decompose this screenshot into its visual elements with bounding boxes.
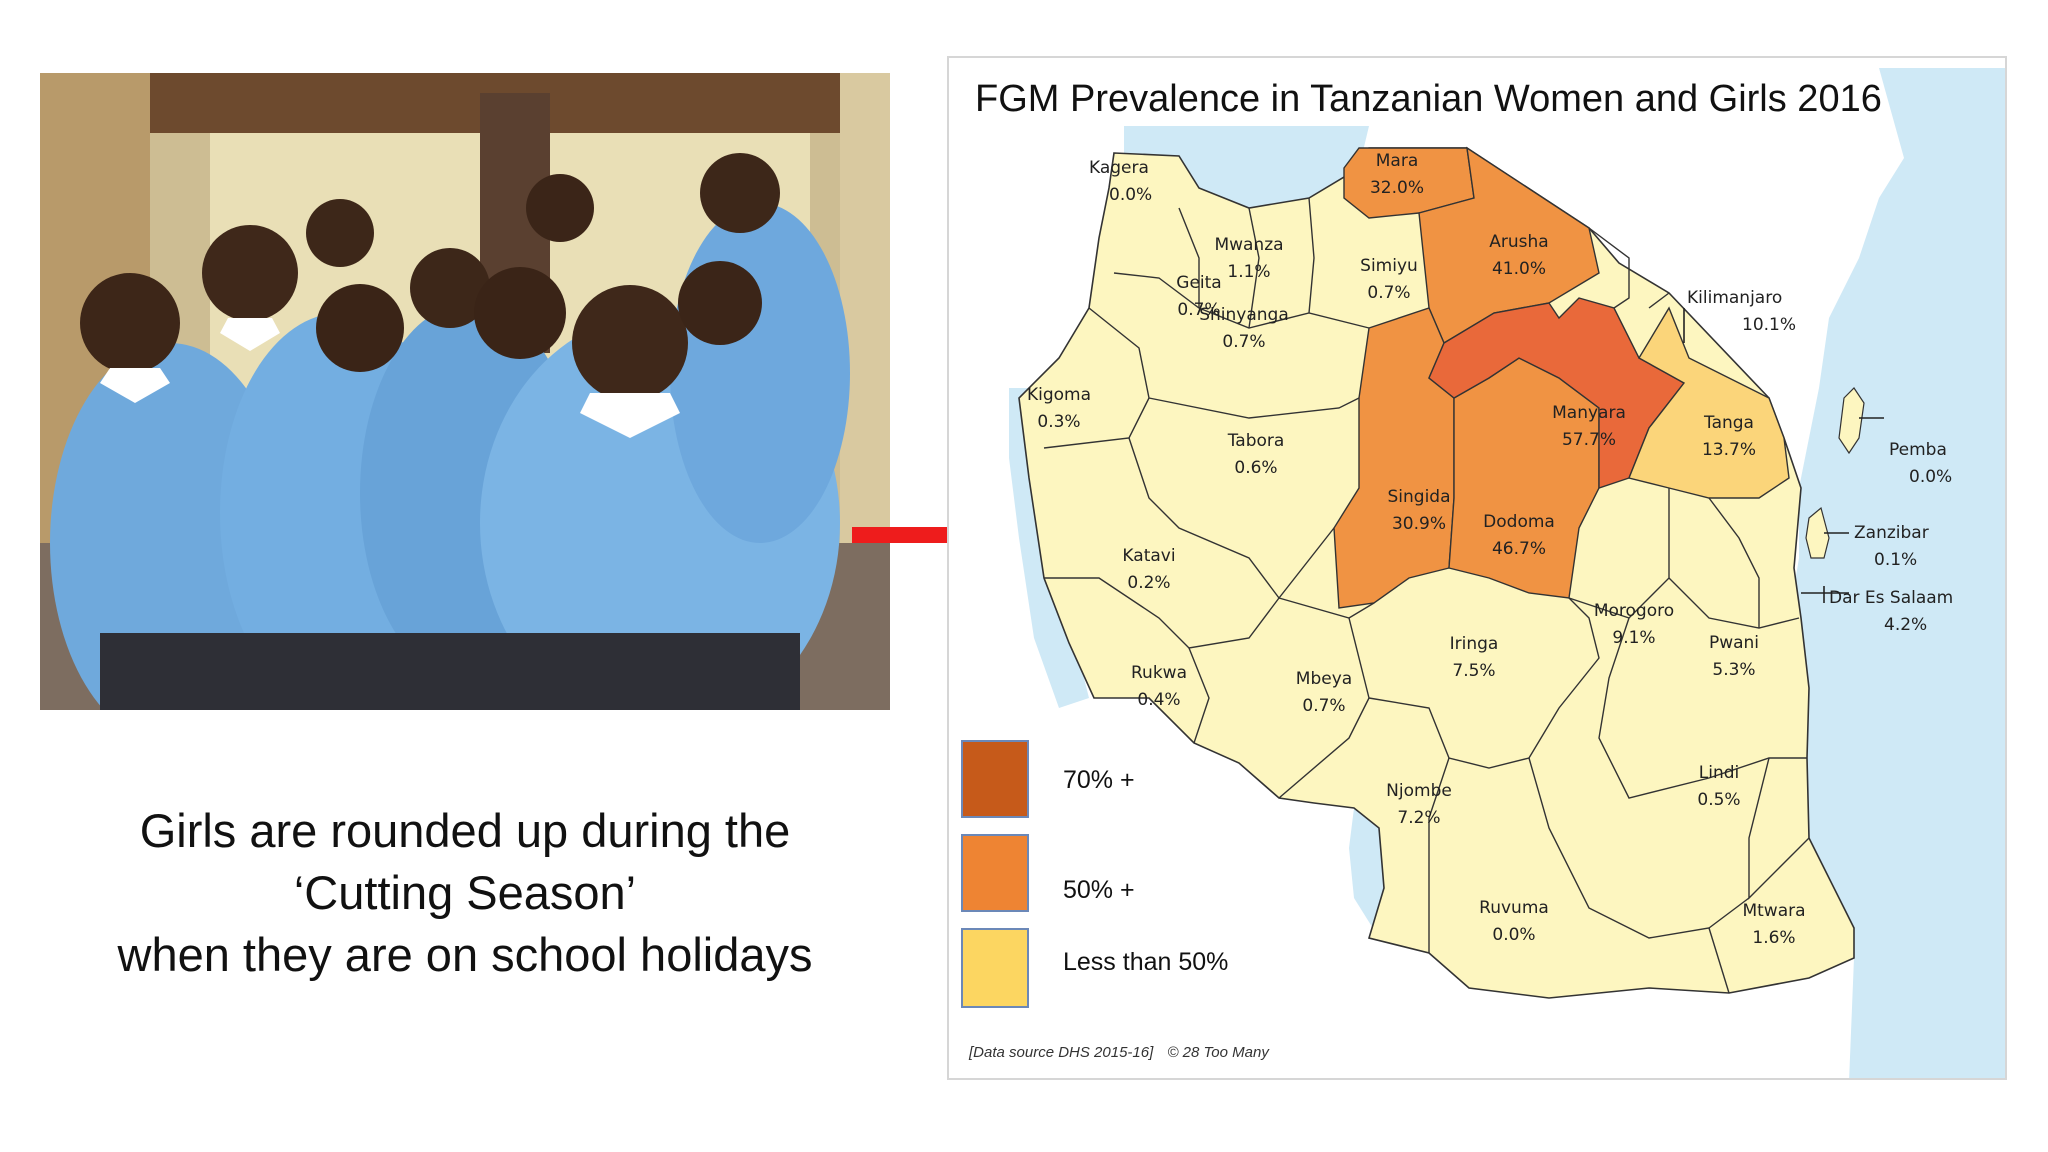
- region-name-iringa: Iringa: [1450, 634, 1499, 654]
- fgm-map-panel: Kagera 0.0% Mara 32.0% Mwanza 1.1% Simiyu 0.7% G…: [947, 56, 2007, 1080]
- region-value-zanzibar: 0.1%: [1874, 550, 1917, 570]
- legend-label-less-50: Less than 50%: [1063, 948, 1229, 976]
- indian-ocean: [1789, 68, 2005, 1078]
- region-name-katavi: Katavi: [1122, 546, 1175, 566]
- region-name-dodoma: Dodoma: [1483, 512, 1555, 532]
- region-name-kigoma: Kigoma: [1027, 385, 1091, 405]
- data-source-text: [Data source DHS 2015-16]: [969, 1044, 1154, 1061]
- schoolgirls-photo: [40, 73, 890, 710]
- region-value-kilimanjaro: 10.1%: [1742, 315, 1796, 335]
- region-name-rukwa: Rukwa: [1131, 663, 1187, 683]
- caption-line-3: when they are on school holidays: [117, 928, 813, 981]
- region-name-lindi: Lindi: [1699, 763, 1739, 783]
- region-name-kagera: Kagera: [1089, 158, 1149, 178]
- region-name-ruvuma: Ruvuma: [1479, 898, 1549, 918]
- region-value-simiyu: 0.7%: [1367, 283, 1410, 303]
- caption-line-1: Girls are rounded up during the: [139, 804, 791, 857]
- region-value-kagera: 0.0%: [1109, 185, 1152, 205]
- region-name-morogoro: Morogoro: [1594, 601, 1674, 621]
- region-name-njombe: Njombe: [1386, 781, 1452, 801]
- region-name-mtwara: Mtwara: [1742, 901, 1805, 921]
- region-value-pwani: 5.3%: [1712, 660, 1755, 680]
- region-name-mbeya: Mbeya: [1296, 669, 1352, 689]
- legend-swatch-50: [961, 834, 1029, 912]
- photo-caption: Girls are rounded up during the ‘Cutting…: [40, 800, 890, 986]
- region-name-mara: Mara: [1376, 151, 1419, 171]
- copyright-text: © 28 Too Many: [1167, 1044, 1269, 1061]
- map-title: FGM Prevalence in Tanzanian Women and Gi…: [975, 78, 1882, 120]
- region-value-manyara: 57.7%: [1562, 430, 1616, 450]
- region-value-arusha: 41.0%: [1492, 259, 1546, 279]
- region-name-tanga: Tanga: [1703, 413, 1754, 433]
- region-value-tanga: 13.7%: [1702, 440, 1756, 460]
- region-value-njombe: 7.2%: [1397, 808, 1440, 828]
- region-value-morogoro: 9.1%: [1612, 628, 1655, 648]
- region-boundaries: [1043, 197, 1810, 994]
- region-value-lindi: 0.5%: [1697, 790, 1740, 810]
- region-value-shinyanga: 0.7%: [1222, 332, 1265, 352]
- region-name-pemba: Pemba: [1889, 440, 1947, 460]
- region-value-singida: 30.9%: [1392, 514, 1446, 534]
- legend-swatch-less-50: [961, 928, 1029, 1008]
- leader-lines: [1683, 308, 1884, 603]
- region-value-dar-es-salaam: 4.2%: [1884, 615, 1927, 635]
- zanzibar-island: [1805, 506, 1830, 559]
- tanzania-map: Kagera 0.0% Mara 32.0% Mwanza 1.1% Simiyu 0.7% G…: [1009, 68, 2005, 1078]
- region-labels: Kagera 0.0% Mara 32.0% Mwanza 1.1% Simiyu 0.7% G…: [1027, 151, 1953, 948]
- region-name-mwanza: Mwanza: [1214, 235, 1283, 255]
- region-value-katavi: 0.2%: [1127, 573, 1170, 593]
- region-name-shinyanga: Shinyanga: [1199, 305, 1289, 325]
- region-value-mara: 32.0%: [1370, 178, 1424, 198]
- region-name-simiyu: Simiyu: [1360, 256, 1418, 276]
- legend-label-50: 50% +: [1063, 876, 1135, 904]
- region-name-kilimanjaro: Kilimanjaro: [1687, 288, 1782, 308]
- region-value-rukwa: 0.4%: [1137, 690, 1180, 710]
- region-name-manyara: Manyara: [1552, 403, 1626, 423]
- region-name-pwani: Pwani: [1709, 633, 1759, 653]
- data-source-note: [Data source DHS 2015-16] © 28 Too Many: [969, 1044, 1279, 1061]
- region-name-singida: Singida: [1387, 487, 1450, 507]
- region-value-dodoma: 46.7%: [1492, 539, 1546, 559]
- region-name-arusha: Arusha: [1489, 232, 1548, 252]
- region-value-tabora: 0.6%: [1234, 458, 1277, 478]
- region-value-geita: 0.7%: [1177, 300, 1220, 320]
- pemba-island: [1838, 387, 1865, 455]
- legend-label-70: 70% +: [1063, 766, 1135, 794]
- region-name-tabora: Tabora: [1227, 431, 1285, 451]
- region-value-iringa: 7.5%: [1452, 661, 1495, 681]
- region-name-dar-es-salaam: Dar Es Salaam: [1829, 588, 1953, 608]
- region-value-mwanza: 1.1%: [1227, 262, 1270, 282]
- region-value-kigoma: 0.3%: [1037, 412, 1080, 432]
- region-name-zanzibar: Zanzibar: [1854, 523, 1929, 543]
- region-name-geita: Geita: [1176, 273, 1221, 293]
- region-tanga: [1628, 306, 1790, 499]
- caption-line-2: ‘Cutting Season’: [293, 866, 637, 919]
- region-value-pemba: 0.0%: [1909, 467, 1952, 487]
- region-value-mtwara: 1.6%: [1752, 928, 1795, 948]
- region-value-mbeya: 0.7%: [1302, 696, 1345, 716]
- region-value-ruvuma: 0.0%: [1492, 925, 1535, 945]
- legend-swatch-70: [961, 740, 1029, 818]
